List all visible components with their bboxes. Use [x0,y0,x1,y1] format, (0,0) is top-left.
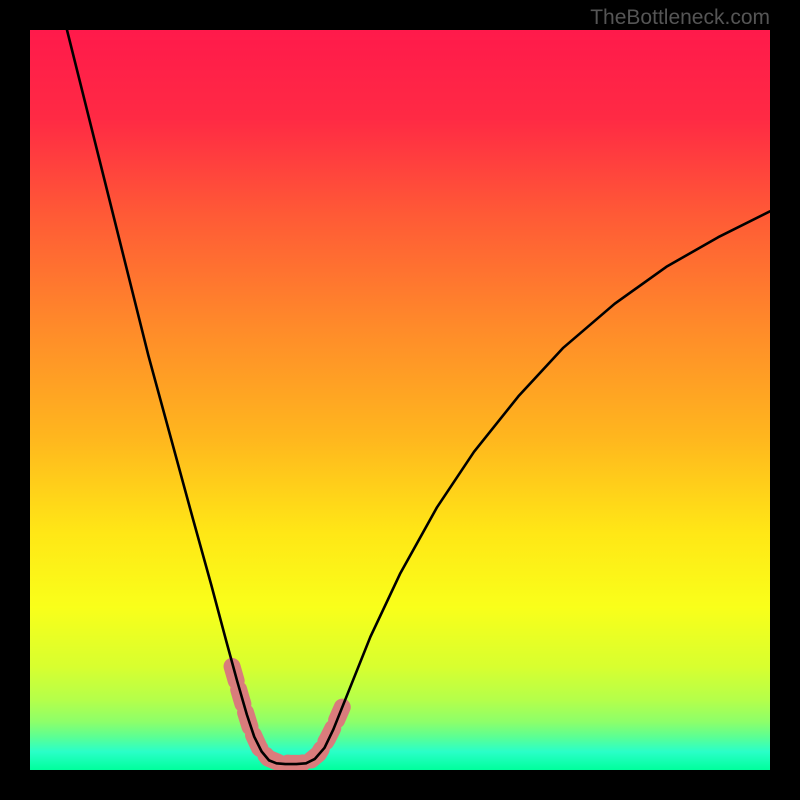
plot-background [30,30,770,770]
plot-area [30,30,770,770]
watermark-text: TheBottleneck.com [590,6,770,30]
chart-canvas: TheBottleneck.com [0,0,800,800]
chart-svg [30,30,770,770]
